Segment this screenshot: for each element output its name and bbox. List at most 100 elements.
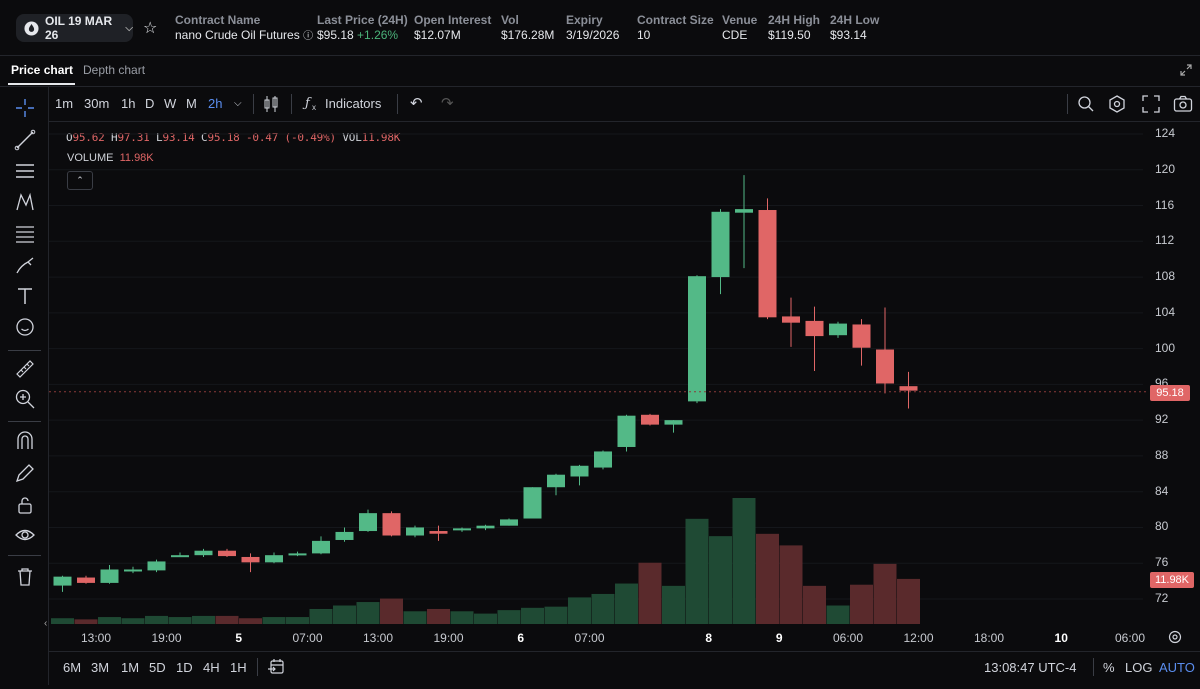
- range-1d[interactable]: 1D: [176, 660, 193, 675]
- candle-body: [852, 324, 871, 348]
- interval-m[interactable]: M: [186, 96, 197, 111]
- divider: [49, 651, 1200, 652]
- magnet-icon[interactable]: [14, 430, 36, 452]
- percent-toggle[interactable]: %: [1103, 660, 1115, 675]
- symbol-selector[interactable]: OIL 19 MAR 26 ⌵: [16, 14, 133, 42]
- candle-body: [664, 420, 683, 425]
- stat-24h-low: 24H Low $93.14: [830, 13, 880, 42]
- toolbar-separator: [291, 94, 292, 114]
- ruler-icon[interactable]: [14, 358, 36, 380]
- range-1m[interactable]: 1M: [121, 660, 140, 675]
- interval-30m[interactable]: 30m: [84, 96, 110, 111]
- interval-1h[interactable]: 1h: [121, 96, 136, 111]
- tab-price-chart[interactable]: Price chart: [11, 63, 74, 77]
- volume-bar: [568, 597, 591, 624]
- fib-retracement-icon[interactable]: [14, 223, 36, 245]
- candle-body: [406, 527, 424, 536]
- candle-body: [547, 474, 565, 488]
- chevron-down-icon: ⌵: [125, 22, 133, 34]
- range-6m[interactable]: 6M: [63, 660, 82, 675]
- candle-body: [53, 576, 72, 586]
- range-1h[interactable]: 1H: [230, 660, 247, 675]
- stat-vol: Vol $176.28M: [501, 13, 555, 42]
- info-icon[interactable]: ⓘ: [303, 31, 314, 42]
- range-4h[interactable]: 4H: [203, 660, 220, 675]
- stat-contract-name: Contract Name nano Crude Oil Futures ⓘ: [175, 13, 314, 42]
- range-3m[interactable]: 3M: [91, 660, 110, 675]
- collapse-legend-button[interactable]: ⌃: [67, 171, 93, 190]
- function-icon[interactable]: ƒ: [305, 96, 310, 111]
- emoji-icon[interactable]: [14, 316, 36, 338]
- y-tick-label: 92: [1155, 412, 1169, 427]
- last-price-tag: 95.18: [1150, 385, 1190, 401]
- x-tick-label: 19:00: [433, 631, 464, 645]
- redo-icon[interactable]: ↷: [441, 95, 454, 112]
- interval-2h[interactable]: 2h: [208, 96, 223, 111]
- volume-bar: [286, 617, 309, 624]
- volume-bar: [309, 608, 333, 624]
- y-tick-label: 100: [1155, 340, 1176, 355]
- divider: [0, 55, 1200, 56]
- function-sub-icon: x: [312, 103, 316, 112]
- x-tick-label: 18:00: [974, 631, 1005, 645]
- toolbar-separator: [1093, 658, 1094, 676]
- undo-icon[interactable]: ↶: [410, 95, 423, 112]
- lock-icon[interactable]: [14, 494, 36, 516]
- chevron-down-icon[interactable]: ⌵: [234, 98, 242, 109]
- clock[interactable]: 13:08:47 UTC-4: [984, 660, 1077, 675]
- log-toggle[interactable]: LOG: [1125, 660, 1153, 675]
- y-tick-label: 116: [1155, 197, 1175, 212]
- active-tab-indicator: [8, 83, 75, 85]
- tab-depth-chart[interactable]: Depth chart: [83, 63, 146, 77]
- x-tick-label: 10: [1054, 631, 1068, 645]
- stat-venue: Venue CDE: [722, 13, 758, 42]
- axis-settings-icon[interactable]: [1168, 630, 1182, 644]
- x-tick-label: 5: [235, 631, 243, 645]
- trash-icon[interactable]: [14, 566, 36, 588]
- volume-bar: [74, 619, 98, 624]
- volume-bar: [897, 578, 920, 624]
- brush-icon[interactable]: [14, 254, 36, 276]
- candle-body: [312, 540, 330, 554]
- camera-icon[interactable]: [1173, 95, 1193, 113]
- volume-bar: [145, 615, 168, 624]
- candle-body: [829, 323, 847, 336]
- fullscreen-icon[interactable]: [1142, 95, 1160, 113]
- interval-w[interactable]: W: [164, 96, 177, 111]
- stat-24h-high: 24H High $119.50: [768, 13, 821, 42]
- volume-bar: [544, 606, 568, 624]
- star-icon[interactable]: ☆: [143, 20, 158, 37]
- trend-line-icon[interactable]: [14, 129, 36, 151]
- y-tick-label: 80: [1155, 519, 1169, 534]
- y-tick-label: 124: [1155, 126, 1176, 140]
- candle-body: [735, 209, 753, 213]
- text-tool-icon[interactable]: [14, 285, 36, 307]
- volume-legend: VOLUME 11.98K: [67, 152, 154, 164]
- horizontal-lines-icon[interactable]: [14, 160, 36, 182]
- volume-bar: [591, 593, 615, 624]
- auto-toggle[interactable]: AUTO: [1159, 660, 1195, 675]
- drawing-mode-icon[interactable]: [14, 462, 36, 484]
- pattern-icon[interactable]: [14, 191, 36, 213]
- indicators-button[interactable]: Indicators: [325, 96, 382, 111]
- date-range-icon[interactable]: [267, 658, 285, 675]
- eye-icon[interactable]: [14, 524, 36, 546]
- candle-body: [359, 513, 377, 532]
- crosshair-icon[interactable]: [14, 97, 36, 119]
- x-tick-label: 06:00: [833, 631, 864, 645]
- candle-type-icon[interactable]: [263, 95, 279, 113]
- collapse-sidebar-icon[interactable]: ‹: [44, 618, 48, 629]
- range-5d[interactable]: 5D: [149, 660, 166, 675]
- zoom-search-icon[interactable]: [1077, 95, 1095, 113]
- sidebar-separator: [8, 555, 41, 556]
- zoom-in-icon[interactable]: [14, 388, 36, 410]
- interval-d[interactable]: D: [145, 96, 155, 111]
- divider: [49, 121, 1200, 122]
- volume-bar: [756, 533, 779, 624]
- settings-icon[interactable]: [1108, 95, 1126, 113]
- sidebar-separator: [8, 350, 41, 351]
- expand-icon[interactable]: [1180, 64, 1192, 76]
- x-tick-label: 13:00: [363, 631, 394, 645]
- interval-1m[interactable]: 1m: [55, 96, 74, 111]
